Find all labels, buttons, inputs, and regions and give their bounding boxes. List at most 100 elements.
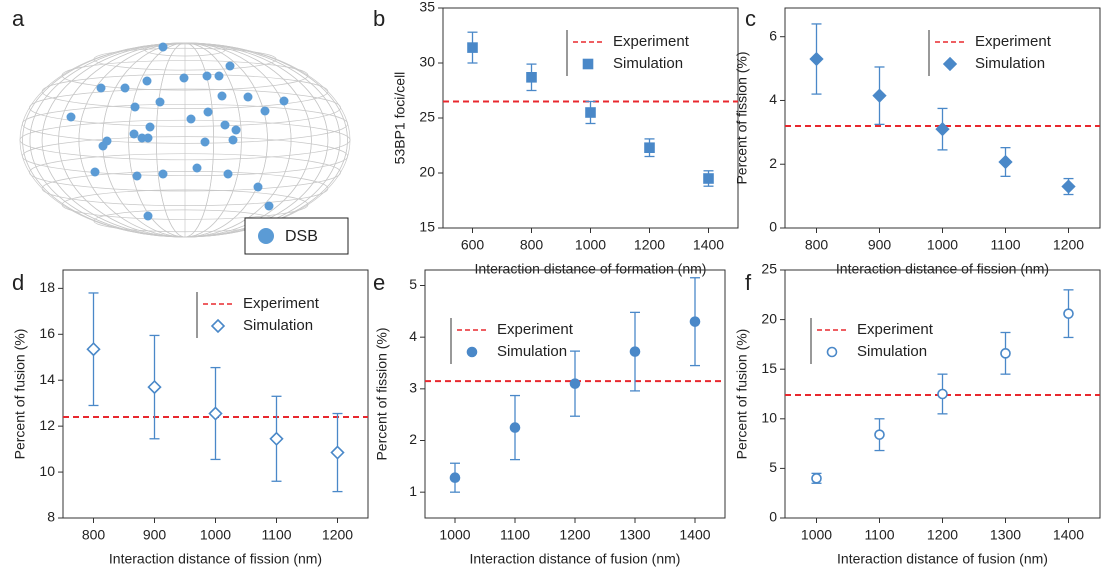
- dsb-dot: [186, 114, 196, 124]
- y-tick-label: 20: [419, 164, 435, 180]
- x-tick-label: 1400: [1053, 527, 1084, 543]
- dsb-dot: [225, 61, 235, 71]
- legend-label: Experiment: [975, 33, 1052, 50]
- dsb-dot: [143, 133, 153, 143]
- dsb-dot: [217, 91, 227, 101]
- legend-label: Experiment: [497, 321, 574, 338]
- y-tick-label: 1: [409, 483, 417, 499]
- marker: [147, 379, 162, 395]
- dsb-dot: [228, 135, 238, 145]
- y-tick-label: 10: [761, 410, 777, 426]
- y-tick-label: 25: [419, 109, 435, 125]
- marker: [467, 42, 478, 53]
- y-tick-label: 30: [419, 54, 435, 70]
- y-tick-label: 18: [39, 279, 55, 295]
- legend-marker: [466, 346, 478, 358]
- x-tick-label: 1300: [990, 527, 1021, 543]
- legend-label: Experiment: [613, 33, 690, 50]
- mesh-latitude: [93, 47, 277, 71]
- x-tick-label: 1400: [693, 237, 724, 253]
- mesh-latitude: [61, 189, 309, 220]
- panel-label: c: [745, 6, 756, 31]
- dsb-dot: [202, 71, 212, 81]
- y-tick-label: 2: [409, 431, 417, 447]
- plot-panel: 800 900 1000 1100 1200 0 2 4 6 Interaction distan…: [734, 7, 1101, 277]
- panel-label: b: [373, 6, 385, 31]
- plot-panel: 800 900 1000 1100 1200 8 10 12 14 16 18 Interaction…: [12, 269, 369, 567]
- legend-marker: [258, 228, 274, 244]
- x-axis-title: Interaction distance of fusion (nm): [837, 551, 1048, 567]
- dsb-dot: [264, 201, 274, 211]
- x-tick-label: 800: [520, 237, 544, 253]
- legend-marker: [942, 56, 958, 72]
- x-axis-title: Interaction distance of fusion (nm): [470, 551, 681, 567]
- y-tick-label: 2: [769, 155, 777, 171]
- y-tick-label: 4: [409, 328, 417, 344]
- x-tick-label: 1200: [634, 237, 665, 253]
- dsb-dot: [120, 83, 130, 93]
- x-axis-title: Interaction distance of fission (nm): [109, 551, 322, 567]
- dsb-dot: [142, 76, 152, 86]
- mesh-latitude: [41, 171, 329, 206]
- dsb-dot: [96, 83, 106, 93]
- x-tick-label: 1400: [679, 527, 710, 543]
- x-tick-label: 600: [461, 237, 485, 253]
- x-axis-title: Interaction distance of formation (nm): [475, 261, 707, 277]
- x-tick-label: 1000: [439, 527, 470, 543]
- x-tick-label: 900: [143, 527, 167, 543]
- y-tick-label: 20: [761, 310, 777, 326]
- dsb-dot: [130, 102, 140, 112]
- pole: [144, 43, 226, 57]
- x-tick-label: 1100: [990, 237, 1020, 253]
- plot-panel: 1000 1100 1200 1300 1400 0 5 10 15 20 25 Interactio…: [734, 261, 1101, 567]
- dsb-dot: [158, 42, 168, 52]
- marker: [935, 122, 950, 137]
- panel-label: e: [373, 270, 385, 295]
- dsb-dot: [143, 211, 153, 221]
- legend-marker: [826, 346, 838, 358]
- y-tick-label: 5: [409, 276, 417, 292]
- panel-label: a: [12, 6, 25, 31]
- mesh-longitude: [22, 42, 348, 238]
- dsb-dot: [231, 125, 241, 135]
- dsb-dot: [98, 141, 108, 151]
- y-tick-label: 12: [39, 417, 55, 433]
- dsb-dot: [66, 112, 76, 122]
- dsb-dot: [203, 107, 213, 117]
- dsb-dot: [260, 106, 270, 116]
- y-tick-label: 35: [419, 0, 435, 15]
- x-tick-label: 1100: [500, 527, 530, 543]
- dsb-dot: [243, 92, 253, 102]
- marker: [509, 422, 521, 433]
- marker: [811, 473, 822, 484]
- dsb-dot: [223, 169, 233, 179]
- dsb-dot: [279, 96, 289, 106]
- marker: [526, 72, 537, 83]
- legend-label: Simulation: [497, 343, 567, 360]
- x-tick-label: 1200: [1053, 237, 1084, 253]
- x-tick-label: 1200: [322, 527, 353, 543]
- x-axis-title: Interaction distance of fission (nm): [836, 261, 1049, 277]
- legend-marker: [210, 318, 226, 334]
- marker: [569, 378, 581, 389]
- y-tick-label: 10: [39, 463, 55, 479]
- marker: [1063, 308, 1074, 319]
- y-axis-title: Percent of fission (%): [374, 327, 390, 460]
- x-tick-label: 1300: [619, 527, 650, 543]
- x-tick-label: 1200: [559, 527, 590, 543]
- x-tick-label: 1000: [927, 237, 958, 253]
- marker: [644, 142, 655, 153]
- y-axis-title: Percent of fission (%): [734, 51, 750, 184]
- plot-panel: 600 800 1000 1200 1400 15 20 25 30 35 Interaction …: [392, 0, 739, 277]
- marker: [330, 445, 345, 460]
- mesh-latitude: [29, 153, 341, 192]
- marker: [208, 406, 223, 421]
- x-tick-label: 1000: [801, 527, 832, 543]
- y-axis-title: Percent of fusion (%): [12, 329, 28, 460]
- dsb-dot: [179, 73, 189, 83]
- marker: [629, 346, 641, 357]
- y-tick-label: 4: [769, 91, 777, 107]
- dsb-dot: [90, 167, 100, 177]
- y-tick-label: 8: [47, 509, 55, 525]
